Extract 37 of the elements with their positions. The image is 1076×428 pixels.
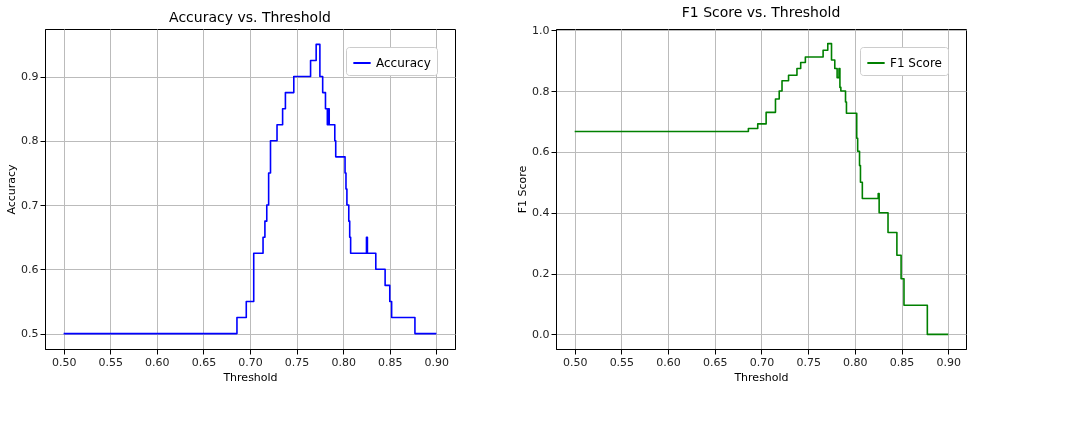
x-tick-label: 0.70 bbox=[238, 355, 263, 369]
x-tick-label: 0.90 bbox=[424, 355, 450, 369]
x-tick-label: 0.70 bbox=[749, 355, 775, 369]
x-tick-label: 0.65 bbox=[191, 355, 217, 369]
y-tick-label: 0.0 bbox=[532, 327, 550, 341]
y-axis-title: Accuracy bbox=[5, 163, 19, 215]
x-tick-label: 0.60 bbox=[145, 355, 170, 369]
x-tick-label: 0.85 bbox=[378, 355, 403, 369]
y-tick-label: 0.6 bbox=[532, 145, 550, 159]
y-tick-label: 0.2 bbox=[532, 267, 550, 281]
x-tick-label: 0.75 bbox=[284, 355, 310, 369]
x-tick-label: 0.55 bbox=[609, 355, 635, 369]
legend-label: Accuracy bbox=[376, 56, 431, 70]
y-tick-label: 0.7 bbox=[21, 198, 39, 212]
y-axis-title: F1 Score bbox=[516, 165, 530, 214]
y-tick-label: 1.0 bbox=[532, 23, 550, 37]
x-tick-label: 0.50 bbox=[562, 355, 588, 369]
y-tick-label: 0.8 bbox=[21, 134, 39, 148]
chart-title: F1 Score vs. Threshold bbox=[681, 4, 841, 21]
x-tick-label: 0.60 bbox=[656, 355, 681, 369]
y-tick-label: 0.6 bbox=[21, 262, 39, 276]
y-tick-label: 0.8 bbox=[532, 84, 550, 98]
x-axis-title: Threshold bbox=[733, 370, 789, 384]
x-tick-label: 0.75 bbox=[796, 355, 821, 369]
y-tick-label: 0.9 bbox=[21, 70, 39, 84]
x-axis-title: Threshold bbox=[222, 370, 278, 384]
y-tick-label: 0.5 bbox=[21, 327, 39, 341]
legend-label: F1 Score bbox=[890, 56, 942, 70]
x-tick-label: 0.85 bbox=[889, 355, 915, 369]
x-tick-label: 0.90 bbox=[936, 355, 962, 369]
chart-title: Accuracy vs. Threshold bbox=[169, 9, 331, 25]
x-tick-label: 0.65 bbox=[703, 355, 728, 369]
x-tick-label: 0.50 bbox=[51, 355, 77, 369]
y-tick-label: 0.4 bbox=[532, 206, 550, 220]
x-tick-label: 0.80 bbox=[843, 355, 868, 369]
x-tick-label: 0.55 bbox=[98, 355, 123, 369]
x-tick-label: 0.80 bbox=[331, 355, 356, 369]
